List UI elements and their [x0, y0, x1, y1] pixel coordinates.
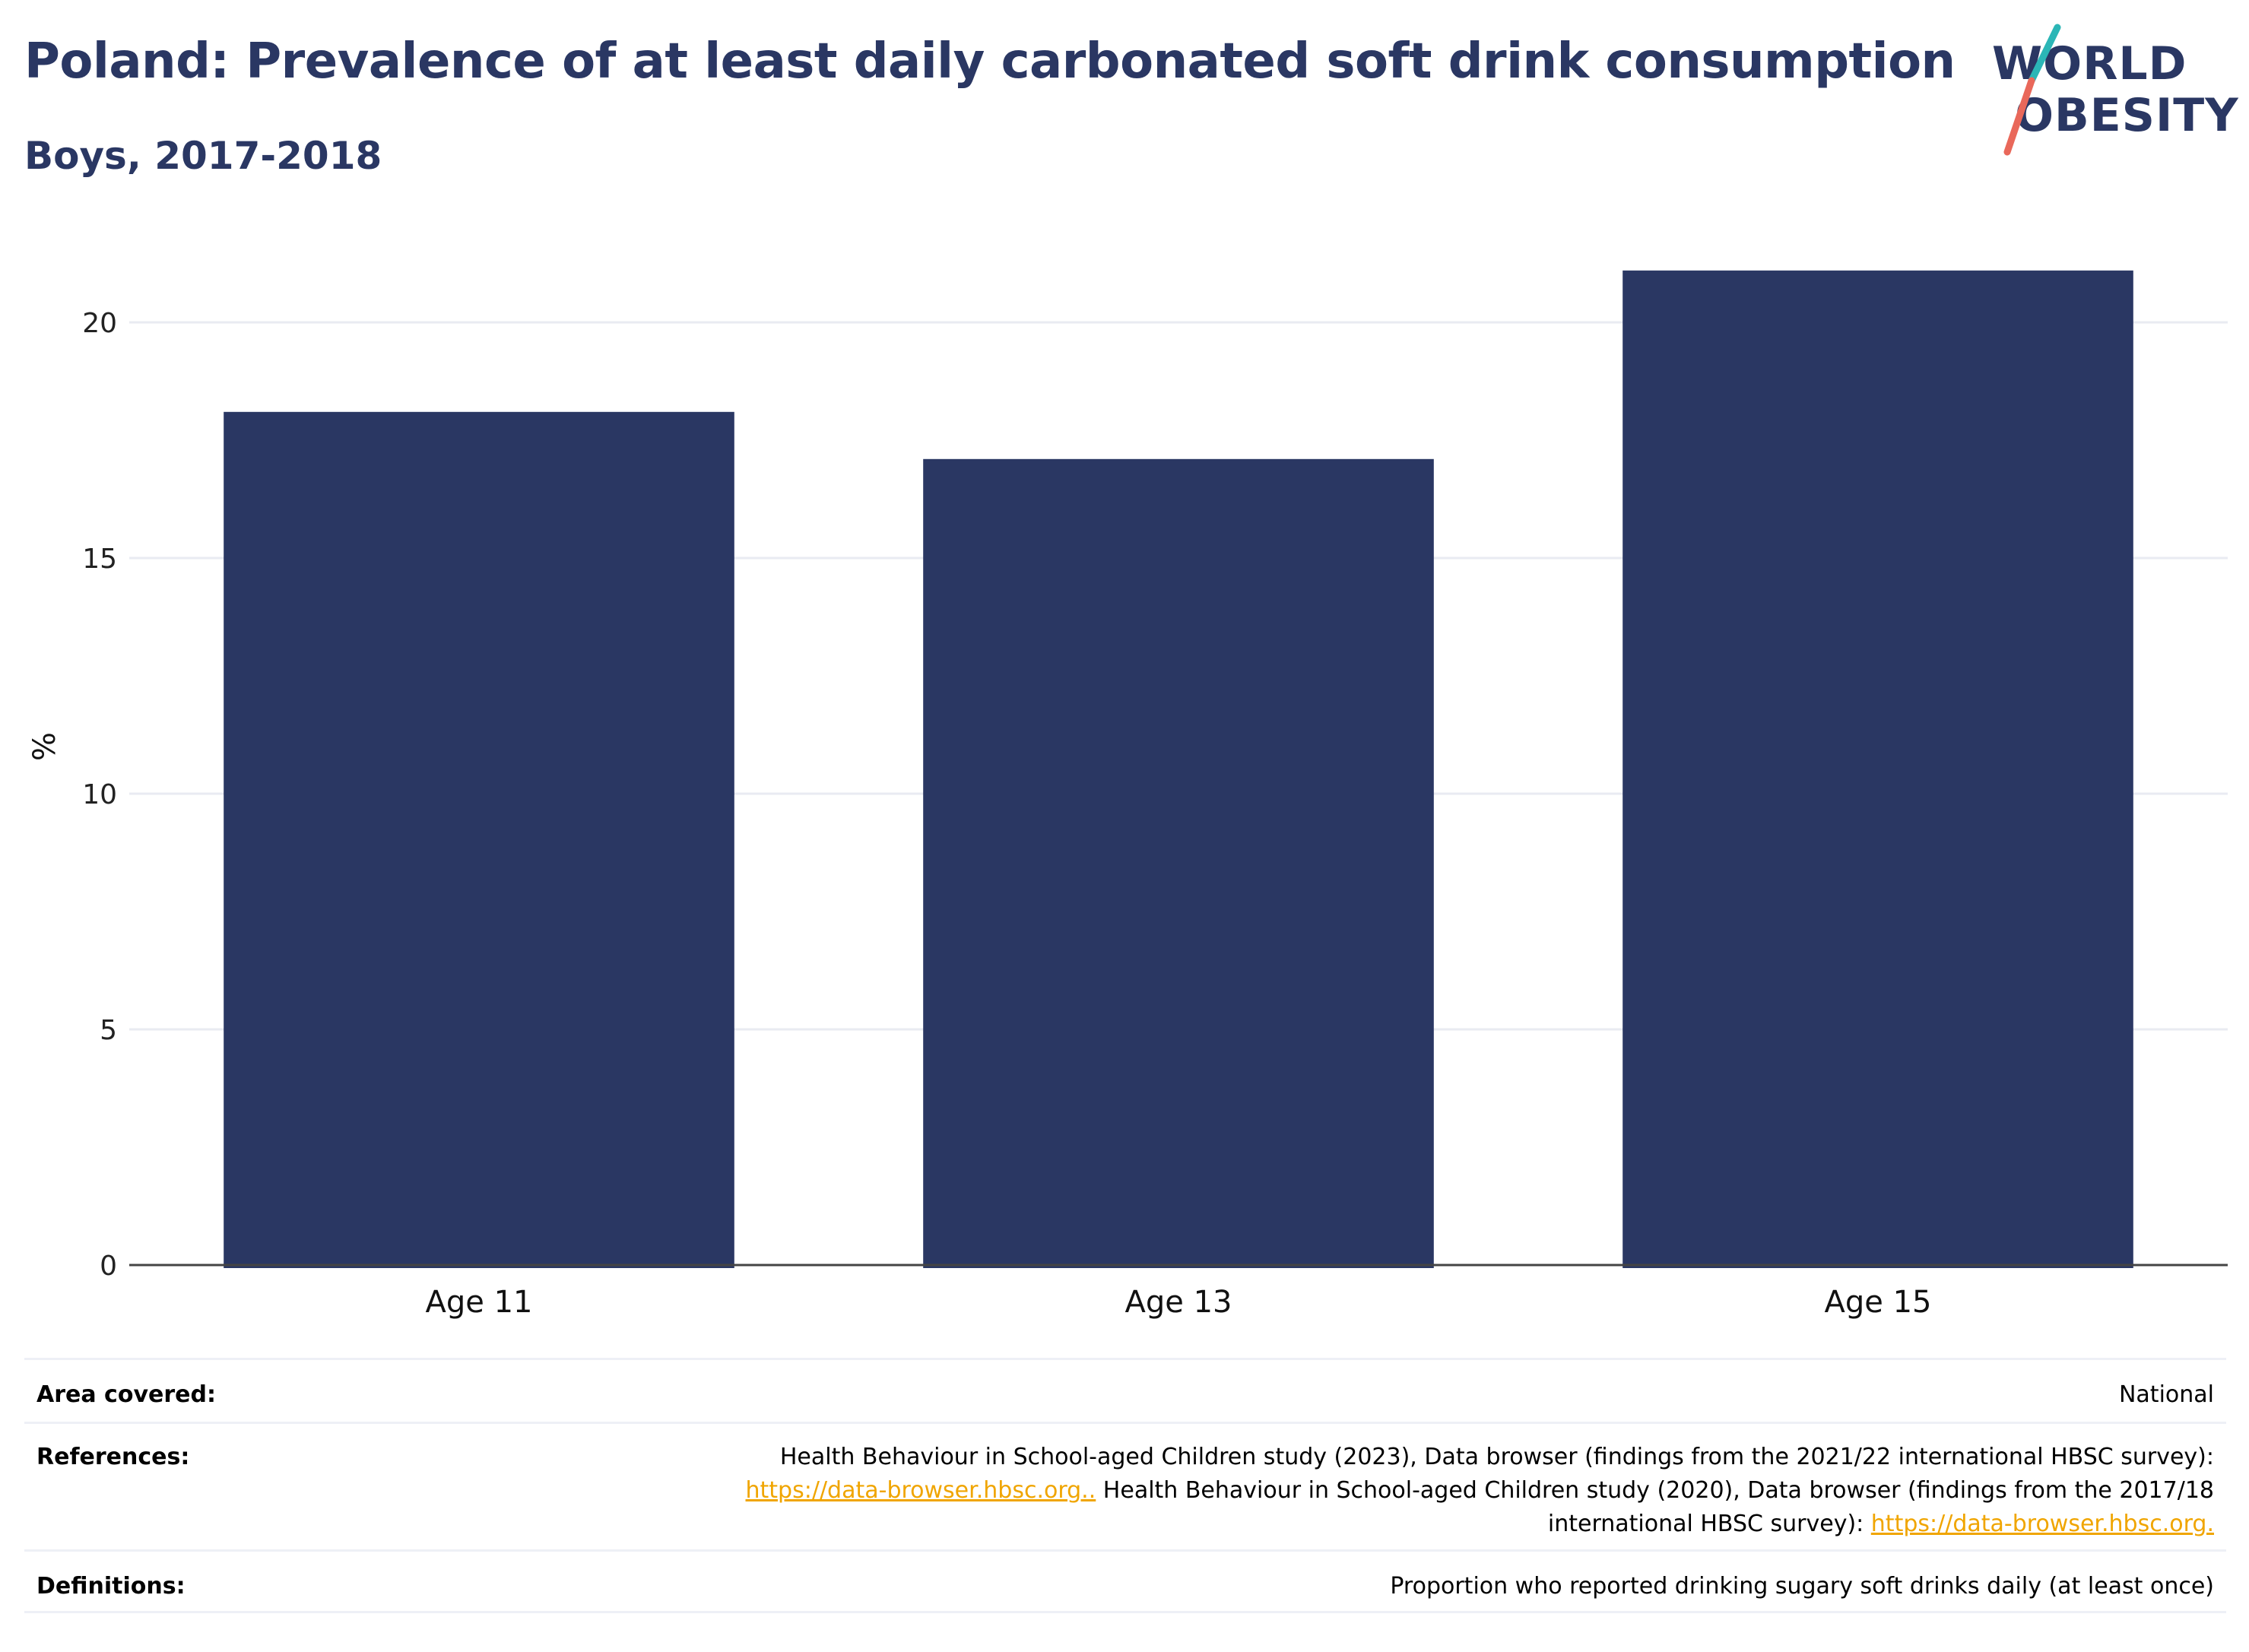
x-tick-label: Age 15 [1825, 1285, 1932, 1320]
chart-bars [224, 270, 2133, 1268]
references-link-1[interactable]: https://data-browser.hbsc.org.. [745, 1477, 1096, 1504]
area-covered-value: National [2118, 1381, 2214, 1408]
area-covered-row: Area covered: National [24, 1358, 2226, 1422]
references-text-2: Health Behaviour in School-aged Children… [1096, 1477, 2214, 1504]
bar-age-11 [224, 411, 734, 1268]
bar-age-15 [1623, 270, 2133, 1268]
references-row: References: Health Behaviour in School-a… [24, 1422, 2226, 1549]
x-axis-ticks: Age 11 Age 13 Age 15 [426, 1285, 1932, 1320]
definitions-label: Definitions: [36, 1573, 186, 1600]
y-axis-label: % [27, 732, 62, 761]
references-value: Health Behaviour in School-aged Children… [746, 1441, 2226, 1541]
bar-chart: 0 5 10 15 20 Age 11 Age 13 Age 15 % [27, 270, 2228, 1320]
references-text-3: international HBSC survey): [1547, 1511, 1871, 1537]
references-link-2[interactable]: https://data-browser.hbsc.org. [1870, 1511, 2214, 1537]
y-axis-ticks: 0 5 10 15 20 [82, 308, 117, 1282]
references-label: References: [36, 1444, 190, 1470]
y-tick-label: 0 [100, 1251, 117, 1282]
bar-age-13 [923, 458, 1434, 1268]
area-covered-label: Area covered: [36, 1381, 216, 1408]
y-tick-label: 15 [82, 544, 117, 575]
references-text-1: Health Behaviour in School-aged Children… [779, 1444, 2214, 1470]
x-tick-label: Age 11 [426, 1285, 533, 1320]
logo-text-world: WORLD [1992, 37, 2187, 90]
definitions-value: Proportion who reported drinking sugary … [1390, 1573, 2214, 1600]
chart-footer: Area covered: National References: Healt… [24, 1358, 2226, 1613]
logo-text-obesity: OBESITY [2015, 89, 2239, 142]
y-tick-label: 20 [82, 308, 117, 339]
page-title: Poland: Prevalence of at least daily car… [24, 33, 1956, 90]
y-tick-label: 5 [100, 1015, 117, 1046]
y-tick-label: 10 [82, 779, 117, 810]
definitions-row: Definitions: Proportion who reported dri… [24, 1549, 2226, 1613]
logo-slash-icon [2003, 24, 2061, 156]
x-tick-label: Age 13 [1125, 1285, 1232, 1320]
page-subtitle: Boys, 2017-2018 [24, 134, 382, 178]
world-obesity-logo: WORLD OBESITY [1977, 23, 2238, 160]
